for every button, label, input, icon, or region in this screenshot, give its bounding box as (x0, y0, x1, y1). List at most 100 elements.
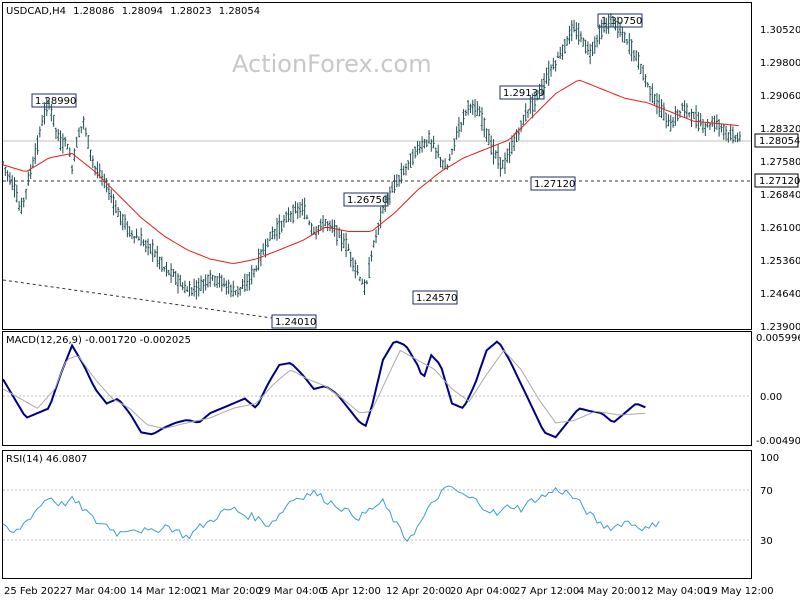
candle (234, 290, 237, 296)
price-tick: 1.29800 (760, 58, 800, 69)
candle (151, 239, 154, 263)
candle (347, 243, 350, 251)
candle (266, 238, 269, 248)
candle (326, 220, 329, 232)
candle (734, 134, 737, 143)
candle (572, 19, 576, 33)
candle (522, 114, 525, 125)
candle (674, 106, 677, 126)
candle (305, 214, 309, 220)
candle (715, 114, 718, 130)
candle (614, 20, 617, 31)
rsi-line (2, 485, 660, 543)
candle (593, 36, 596, 54)
candle (211, 274, 214, 281)
time-tick: 29 Mar 04:00 (258, 586, 325, 597)
candle (556, 51, 560, 58)
candle (202, 278, 205, 294)
candle (331, 219, 334, 233)
candle (197, 277, 200, 297)
candle (483, 117, 486, 138)
candle (420, 136, 424, 153)
annotation-label: 1.29130 (503, 88, 544, 99)
macd-pane-frame (2, 331, 752, 446)
candle (494, 150, 497, 159)
candle (75, 136, 78, 148)
rsi-title: RSI(14) 46.0807 (6, 454, 87, 465)
rsi-axis: 100 70 30 (760, 453, 779, 547)
candle (282, 214, 286, 228)
rsi-path (2, 485, 660, 543)
annotation-label: 1.26750 (347, 195, 388, 206)
candle (121, 213, 124, 231)
candle (688, 112, 691, 118)
candle (384, 194, 387, 213)
candle (248, 271, 251, 291)
ohlc-open: 1.28086 (73, 6, 114, 17)
candle (545, 67, 548, 84)
candle (469, 103, 472, 114)
candle (250, 265, 253, 285)
candle (64, 136, 67, 147)
candle (579, 31, 583, 43)
candle (110, 189, 113, 203)
candle (648, 86, 652, 102)
annotation-box (31, 93, 77, 108)
price-tick: 1.30520 (760, 25, 800, 36)
candle (665, 112, 668, 129)
candle (404, 163, 408, 176)
candle (105, 178, 108, 193)
candle (685, 103, 689, 119)
candle (609, 13, 613, 28)
candle (262, 243, 265, 255)
candle (31, 156, 35, 168)
candle (612, 16, 615, 28)
annotation-box (530, 176, 576, 191)
candle (271, 226, 274, 240)
candle (418, 141, 421, 154)
candle (623, 31, 626, 43)
candle (490, 135, 493, 155)
candle (568, 25, 571, 45)
macd-signal-line (2, 349, 646, 429)
candle (540, 78, 543, 96)
candle (116, 206, 120, 218)
candle (13, 177, 16, 198)
candle (54, 127, 58, 140)
candle (324, 218, 327, 227)
candle (595, 34, 599, 48)
candle (308, 220, 311, 226)
candle (144, 239, 147, 253)
candle (273, 228, 276, 240)
candle (298, 202, 302, 218)
candle (453, 138, 456, 151)
candle (450, 148, 454, 155)
candle (183, 280, 187, 294)
ohlc-high: 1.28094 (122, 6, 163, 17)
candle (89, 149, 92, 162)
candle (146, 238, 150, 256)
candle (114, 200, 117, 214)
rsi-tick: 100 (760, 453, 779, 464)
candle (600, 19, 603, 40)
candle (195, 280, 198, 300)
candle (15, 184, 18, 203)
candle (349, 251, 352, 268)
candle (344, 232, 348, 258)
candle (1, 161, 5, 165)
candle (291, 204, 295, 224)
candle (480, 107, 484, 131)
candle (390, 181, 394, 193)
candle (11, 175, 14, 191)
candle (582, 37, 585, 47)
candle (466, 100, 470, 116)
candle (653, 93, 656, 105)
main-title: USDCAD,H4 (6, 6, 66, 17)
candle (296, 202, 299, 219)
candle (232, 280, 235, 297)
candle (206, 274, 210, 288)
candle (135, 228, 138, 239)
candle (575, 22, 578, 40)
